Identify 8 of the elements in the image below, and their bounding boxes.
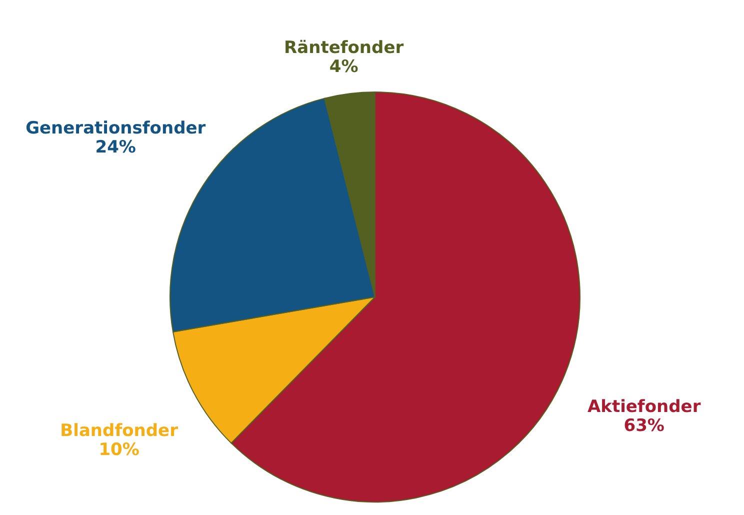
slice-label: Blandfonder	[60, 420, 179, 441]
slice-label: Generationsfonder	[26, 118, 206, 139]
data-label: 10%	[98, 440, 140, 460]
data-label: 4%	[329, 56, 358, 77]
data-label: 24%	[95, 138, 136, 158]
data-label: 63%	[624, 416, 664, 436]
slice-label: Aktiefonder	[587, 397, 702, 418]
slice-label: Räntefonder	[284, 38, 404, 58]
